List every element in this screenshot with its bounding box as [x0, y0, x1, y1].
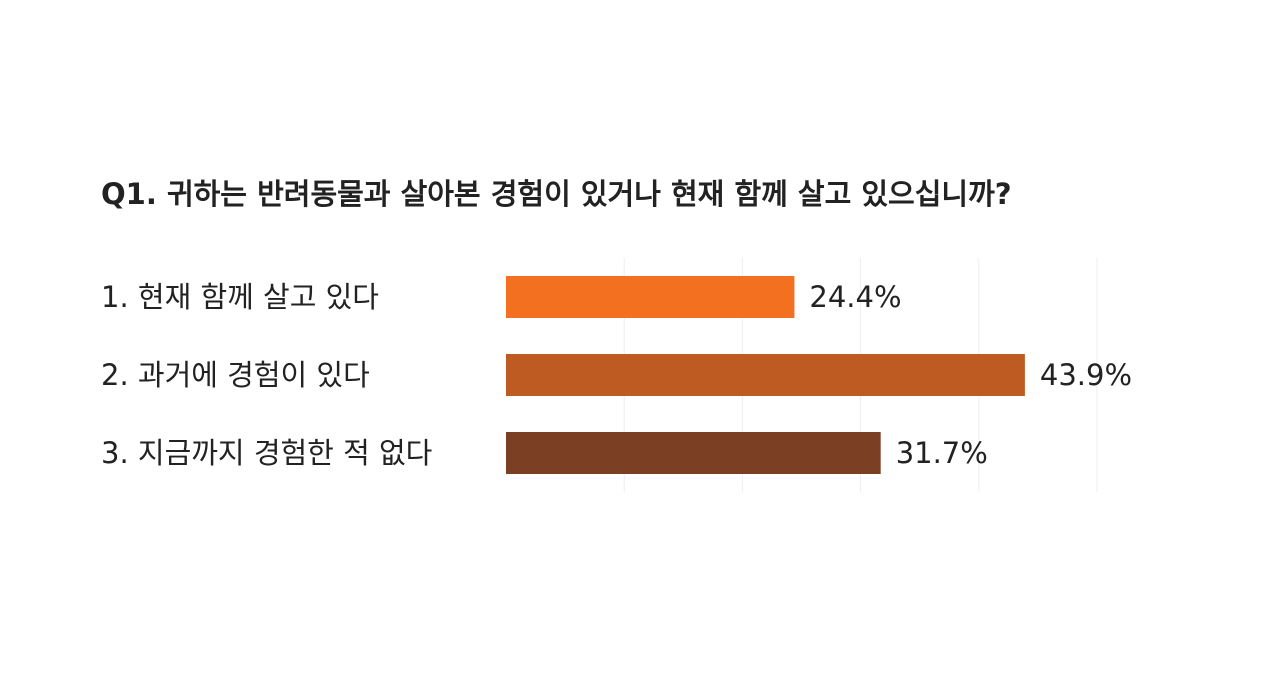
bars	[506, 276, 1025, 474]
value-label: 31.7%	[896, 436, 988, 470]
category-label: 2. 과거에 경험이 있다	[101, 358, 370, 392]
value-label: 24.4%	[809, 280, 901, 314]
bar	[506, 432, 881, 474]
category-label: 3. 지금까지 경험한 적 없다	[101, 436, 432, 470]
category-label: 1. 현재 함께 살고 있다	[101, 280, 379, 314]
labels: 1. 현재 함께 살고 있다 24.4% 2. 과거에 경험이 있다 43.9% 3. …	[101, 280, 1132, 470]
chart-title: Q1. 귀하는 반려동물과 살아본 경험이 있거나 현재 함께 살고 있으십니까…	[101, 177, 1012, 211]
value-label: 43.9%	[1040, 358, 1132, 392]
bar	[506, 276, 795, 318]
bar	[506, 354, 1025, 396]
